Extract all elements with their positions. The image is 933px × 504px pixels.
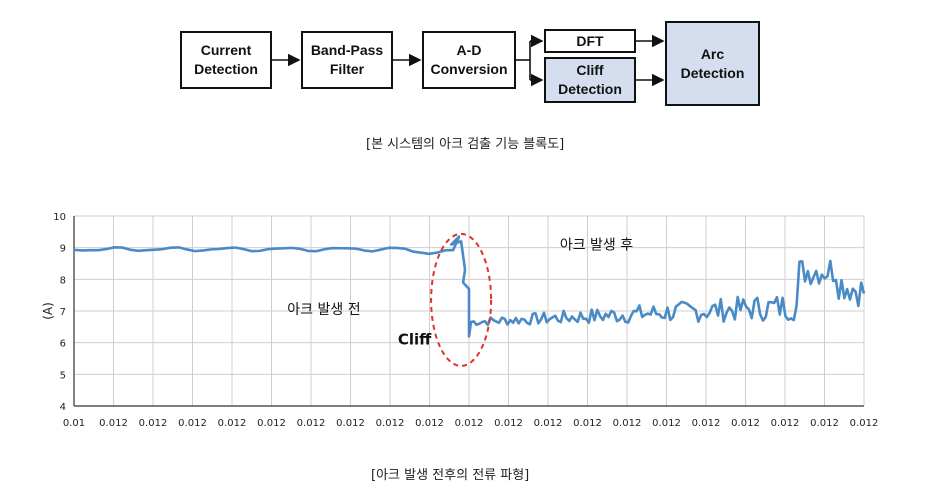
cliff-highlight-ellipse [430,232,493,367]
x-tick-label: 0.012 [494,418,523,429]
arc-detection-block: Arc Detection [665,21,760,106]
x-tick-label: 0.012 [376,418,405,429]
x-tick-label: 0.012 [692,418,721,429]
x-tick-label: 0.012 [415,418,444,429]
current-detection-block: Current Detection [180,31,272,89]
x-tick-label: 0.012 [139,418,168,429]
current-waveform-chart: (A) 4 5 6 7 8 9 10 0.01 0.012 0.012 0.012 0.012 0.01… [41,212,878,429]
waveform-chart-caption: [아크 발생 전후의 전류 파형] [371,468,530,483]
y-tick-label: 7 [60,307,66,318]
current-waveform-line [73,235,866,338]
x-tick-label: 0.012 [297,418,326,429]
chart-axes: (A) [41,216,864,407]
chart-ticks: 4 5 6 7 8 9 10 0.01 0.012 0.012 0.012 0.012 0.012 0.0… [53,212,878,429]
y-tick-label: 9 [60,244,66,255]
x-tick-label: 0.012 [455,418,484,429]
ad-conversion-block: A-D Conversion [422,31,516,89]
cliff-detection-block: Cliff Detection [544,57,636,103]
chart-series [73,235,866,338]
dft-block: DFT [544,29,636,53]
block-diagram-arrows [272,34,665,87]
x-tick-label: 0.012 [534,418,563,429]
x-tick-label: 0.012 [257,418,286,429]
y-axis-label: (A) [41,302,55,320]
x-tick-label: 0.012 [731,418,760,429]
x-tick-label: 0.012 [218,418,247,429]
y-tick-label: 4 [60,402,66,413]
x-tick-label: 0.012 [613,418,642,429]
band-pass-filter-block: Band-Pass Filter [301,31,393,89]
x-tick-label: 0.012 [99,418,128,429]
x-tick-label: 0.012 [652,418,681,429]
x-tick-label: 0.01 [63,418,85,429]
x-tick-label: 0.012 [336,418,365,429]
annotation-before-arc: 아크 발생 전 [287,302,360,318]
x-tick-label: 0.012 [850,418,879,429]
chart-overlay: 아크 발생 전 아크 발생 후 Cliff [287,232,633,367]
y-tick-label: 5 [60,370,66,381]
annotation-cliff: Cliff [398,330,432,348]
x-tick-label: 0.012 [771,418,800,429]
annotation-after-arc: 아크 발생 후 [560,237,633,253]
x-tick-label: 0.012 [810,418,839,429]
x-tick-label: 0.012 [573,418,602,429]
y-tick-label: 8 [60,275,66,286]
y-tick-label: 6 [60,339,66,350]
x-tick-label: 0.012 [178,418,207,429]
block-diagram-caption: [본 시스템의 아크 검출 기능 블록도] [366,137,565,152]
y-tick-label: 10 [53,212,66,223]
